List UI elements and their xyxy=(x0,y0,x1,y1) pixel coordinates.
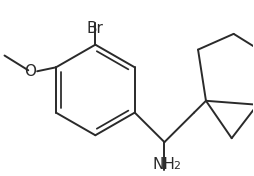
Text: O: O xyxy=(24,64,36,79)
Text: 2: 2 xyxy=(173,161,180,171)
Text: NH: NH xyxy=(153,157,176,172)
Text: Br: Br xyxy=(87,21,104,36)
